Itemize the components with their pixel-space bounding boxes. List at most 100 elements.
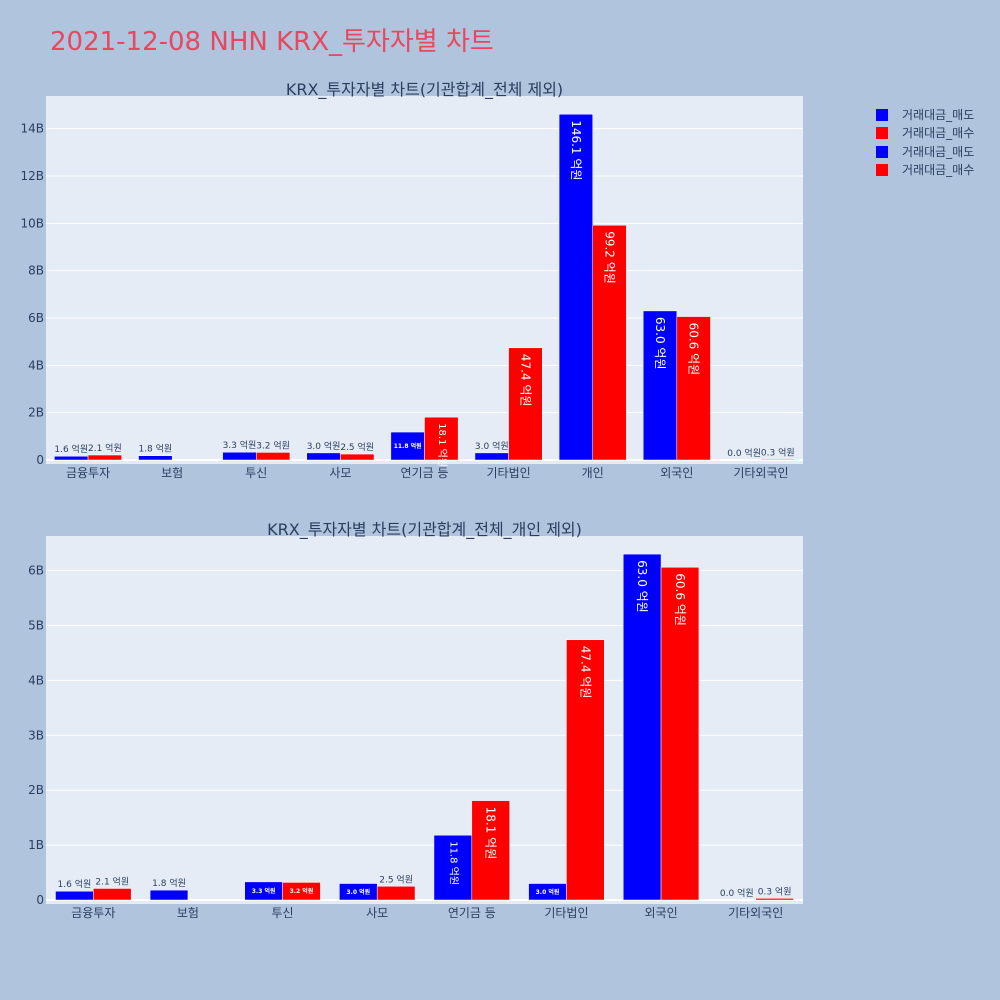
data-label: 47.4 억원 (578, 646, 592, 699)
legend-item[interactable]: 거래대금_매도 (876, 145, 974, 159)
bar (508, 347, 543, 461)
data-label: 63.0 억원 (635, 560, 649, 613)
data-label: 3.0 억원 (536, 888, 560, 896)
bar (376, 886, 416, 901)
bar (55, 890, 94, 901)
data-label: 63.0 억원 (653, 317, 667, 370)
axis-ticks-1: 0 2B 4B 6B 8B 10B 12B 14B 금융투자 보험 투신 사모 연기금 등 기타법인 개인 외… (20, 122, 788, 480)
x-tick-label: 연기금 등 (401, 466, 449, 480)
legend-label: 거래대금_매수 (902, 126, 974, 140)
data-label: 0.3 억원 (761, 446, 795, 458)
legend-swatch (876, 127, 888, 139)
y-tick-label: 10B (20, 216, 44, 230)
legend-label: 거래대금_매도 (902, 108, 974, 122)
bar (471, 800, 510, 901)
legend-swatch (876, 146, 888, 158)
y-tick-label: 4B (28, 673, 44, 687)
bar (558, 113, 593, 461)
chart-2: 1.6 억원 2.1 억원 1.8 억원 3.3 억원 3.2 억원 3.0 억원 2.5 … (28, 520, 803, 920)
data-label: 2.1 억원 (88, 442, 122, 454)
bar (282, 882, 321, 901)
y-tick-label: 0 (36, 453, 44, 467)
bar (676, 316, 711, 461)
page-title: 2021-12-08 NHN KRX_투자자별 차트 (50, 27, 494, 57)
bars-2: 1.6 억원 2.1 억원 1.8 억원 3.3 억원 3.2 억원 3.0 억원 2.5 … (55, 553, 794, 901)
bar (474, 452, 509, 461)
data-label: 0.0 억원 (727, 447, 761, 459)
data-label: 2.1 억원 (95, 875, 129, 887)
x-tick-label: 기타외국인 (733, 466, 788, 480)
legend-item[interactable]: 거래대금_매수 (876, 126, 974, 140)
bar (256, 452, 291, 461)
data-label: 18.1 억원 (484, 807, 498, 860)
chart-2-title: KRX_투자자별 차트(기관합계_전체_개인 제외) (267, 520, 582, 540)
y-tick-label: 1B (28, 838, 44, 852)
y-tick-label: 3B (28, 728, 44, 742)
y-tick-label: 2B (28, 783, 44, 797)
legend-label: 거래대금_매수 (902, 163, 974, 177)
y-tick-label: 6B (28, 564, 44, 578)
data-label: 18.1 억원 (436, 423, 448, 467)
x-tick-label: 외국인 (660, 466, 693, 480)
data-label: 3.0 억원 (346, 888, 370, 896)
bar (340, 453, 375, 461)
data-label: 0.3 억원 (758, 885, 792, 897)
y-tick-label: 6B (28, 311, 44, 325)
x-tick-label: 투신 (272, 906, 294, 920)
data-label: 1.8 억원 (138, 443, 172, 455)
y-tick-label: 14B (20, 122, 44, 136)
legend-swatch (876, 109, 888, 121)
data-label: 11.8 억원 (394, 442, 422, 450)
data-label: 47.4 억원 (518, 354, 532, 407)
bar (54, 455, 89, 461)
chart-1: 1.6 억원 2.1 억원 1.8 억원 3.3 억원 3.2 억원 3.0 억원 2.5 … (20, 80, 803, 480)
bar (642, 310, 678, 461)
data-label: 3.0 억원 (475, 440, 509, 452)
axis-ticks-2: 0 1B 2B 3B 4B 5B 6B 금융투자 보험 투신 사모 연기금 등 기타법인 외국인 기타외국인 (28, 564, 783, 920)
bar (149, 889, 189, 901)
chart-1-title: KRX_투자자별 차트(기관합계_전체 제외) (286, 80, 563, 100)
data-label: 2.5 억원 (340, 441, 374, 453)
legend-swatch (876, 164, 888, 176)
data-label: 11.8 억원 (447, 841, 459, 885)
bar (755, 898, 794, 901)
data-label: 1.6 억원 (58, 878, 92, 890)
data-label: 60.6 억원 (673, 573, 687, 626)
data-label: 60.6 억원 (687, 323, 701, 376)
legend-item[interactable]: 거래대금_매수 (876, 163, 974, 177)
bar (222, 451, 257, 461)
data-label: 3.2 억원 (256, 439, 290, 451)
x-tick-label: 개인 (582, 466, 604, 480)
x-tick-label: 보험 (177, 906, 199, 920)
bar (138, 455, 173, 461)
x-tick-label: 기타법인 (544, 906, 588, 920)
y-tick-label: 4B (28, 358, 44, 372)
x-tick-label: 외국인 (645, 906, 678, 920)
x-tick-label: 사모 (366, 906, 388, 920)
legend-item[interactable]: 거래대금_매도 (876, 108, 974, 122)
bar (306, 452, 341, 461)
x-tick-label: 금융투자 (66, 466, 110, 480)
data-label: 99.2 억원 (603, 231, 617, 284)
data-label: 1.6 억원 (54, 443, 88, 455)
bar (622, 553, 662, 901)
y-tick-label: 5B (28, 618, 44, 632)
legend[interactable]: 거래대금_매도 거래대금_매수 거래대금_매도 거래대금_매수 (876, 108, 974, 177)
x-tick-label: 보험 (161, 466, 183, 480)
data-label: 3.3 억원 (223, 439, 257, 451)
data-label: 3.0 억원 (307, 440, 341, 452)
y-tick-label: 12B (20, 169, 44, 183)
x-tick-label: 투신 (245, 466, 267, 480)
bar (566, 639, 605, 901)
x-tick-label: 금융투자 (71, 906, 115, 920)
data-label: 1.8 억원 (152, 877, 186, 889)
bars-1: 1.6 억원 2.1 억원 1.8 억원 3.3 억원 3.2 억원 3.0 억원 2.5 … (54, 113, 795, 467)
y-tick-label: 0 (36, 893, 44, 907)
y-tick-label: 8B (28, 264, 44, 278)
bar (87, 454, 122, 461)
data-label: 3.3 억원 (252, 887, 276, 895)
y-tick-label: 2B (28, 406, 44, 420)
bar (93, 888, 132, 901)
x-tick-label: 기타외국인 (728, 906, 783, 920)
